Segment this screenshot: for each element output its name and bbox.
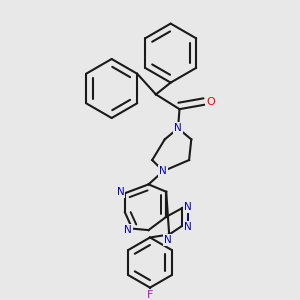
Text: N: N: [117, 187, 124, 197]
Text: F: F: [147, 290, 153, 300]
Text: N: N: [164, 235, 172, 245]
Text: O: O: [206, 97, 215, 107]
Text: N: N: [174, 123, 182, 133]
Text: N: N: [159, 166, 167, 176]
Text: N: N: [184, 222, 192, 232]
Text: N: N: [184, 202, 192, 212]
Text: N: N: [124, 225, 132, 235]
